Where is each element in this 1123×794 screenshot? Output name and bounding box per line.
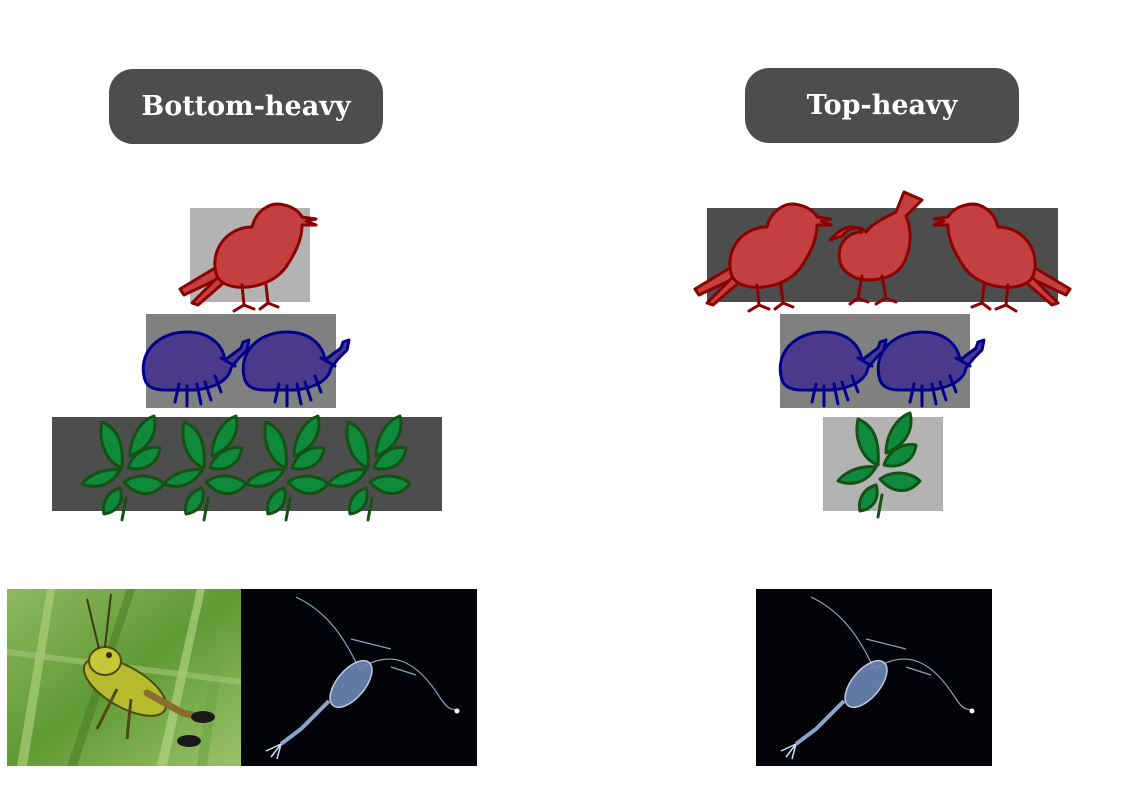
zooplankton-photo — [241, 589, 477, 766]
copepod-image — [241, 589, 477, 766]
bird-icon — [828, 190, 924, 306]
title-top-heavy-text: Top-heavy — [806, 90, 958, 121]
title-bottom-heavy-text: Bottom-heavy — [141, 91, 351, 122]
copepod-image — [756, 589, 992, 766]
title-bottom-heavy: Bottom-heavy — [109, 69, 383, 144]
zooplankton-photo — [756, 589, 992, 766]
grasshopper-photo — [7, 589, 241, 766]
title-top-heavy: Top-heavy — [745, 68, 1019, 143]
grasshopper-image — [7, 589, 241, 766]
